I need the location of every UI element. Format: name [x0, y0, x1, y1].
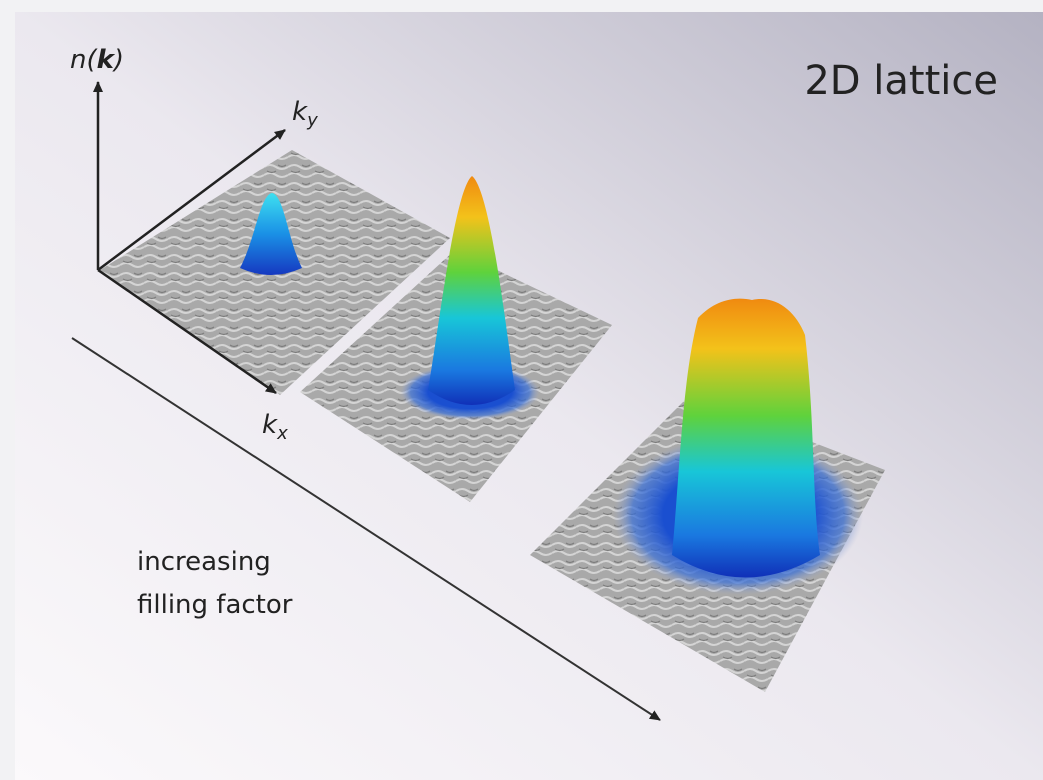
label-symbol: k [292, 97, 308, 127]
vertical-axis-label: n(k) [70, 45, 124, 75]
slide-title: 2D lattice [804, 58, 998, 104]
label-subscript: x [276, 423, 288, 444]
label-subscript: y [306, 110, 318, 131]
caption-line: filling factor [137, 590, 293, 620]
label-part: n( [70, 45, 98, 75]
label-part: ) [112, 45, 124, 75]
label-symbol: k [262, 410, 278, 440]
caption-line: increasing [137, 547, 271, 577]
slide: 2D lattice n(k) ky kx increasing filling… [0, 0, 1043, 780]
label-symbol: k [97, 45, 116, 75]
page: 2D lattice n(k) ky kx increasing filling… [0, 0, 1043, 780]
peak [672, 299, 820, 578]
